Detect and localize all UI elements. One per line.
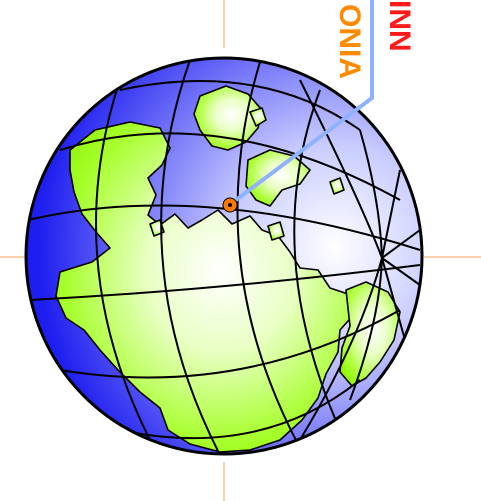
- graticule-lon-2: [160, 59, 221, 454]
- graticule-lon-1: [95, 79, 151, 441]
- graticule-lon-3: [236, 61, 301, 449]
- island-4: [329, 177, 345, 195]
- red-label: INN: [383, 0, 416, 52]
- graticule-lon-5: [299, 79, 383, 259]
- graticule-lat-5: [119, 80, 361, 131]
- orange-label: ONIA: [333, 4, 366, 79]
- graticule-lat-1: [27, 204, 421, 251]
- graticule-lon-6: [359, 129, 383, 259]
- globe-icon: [24, 56, 424, 456]
- graticule-lat-3: [59, 132, 401, 201]
- graticule-lat-2: [29, 264, 421, 301]
- graticule-lon-7: [349, 257, 383, 401]
- graticule-lon-12: [381, 257, 406, 341]
- island-3: [267, 221, 285, 241]
- location-marker-icon: [222, 197, 238, 213]
- globe-outline: [24, 56, 424, 456]
- graticule-lon-9: [381, 229, 421, 259]
- graticule-lon-8: [299, 257, 383, 441]
- graticule-lon-10: [381, 257, 421, 286]
- leader-line: [234, 0, 374, 202]
- graticule-lat-6: [119, 379, 361, 440]
- island-1: [249, 107, 267, 127]
- globe-graticule: [27, 59, 421, 454]
- graticule-lon-11: [381, 169, 401, 259]
- graticule-lon-4: [293, 89, 341, 431]
- graticule-lat-4: [59, 309, 401, 379]
- landmass-east: [245, 149, 311, 207]
